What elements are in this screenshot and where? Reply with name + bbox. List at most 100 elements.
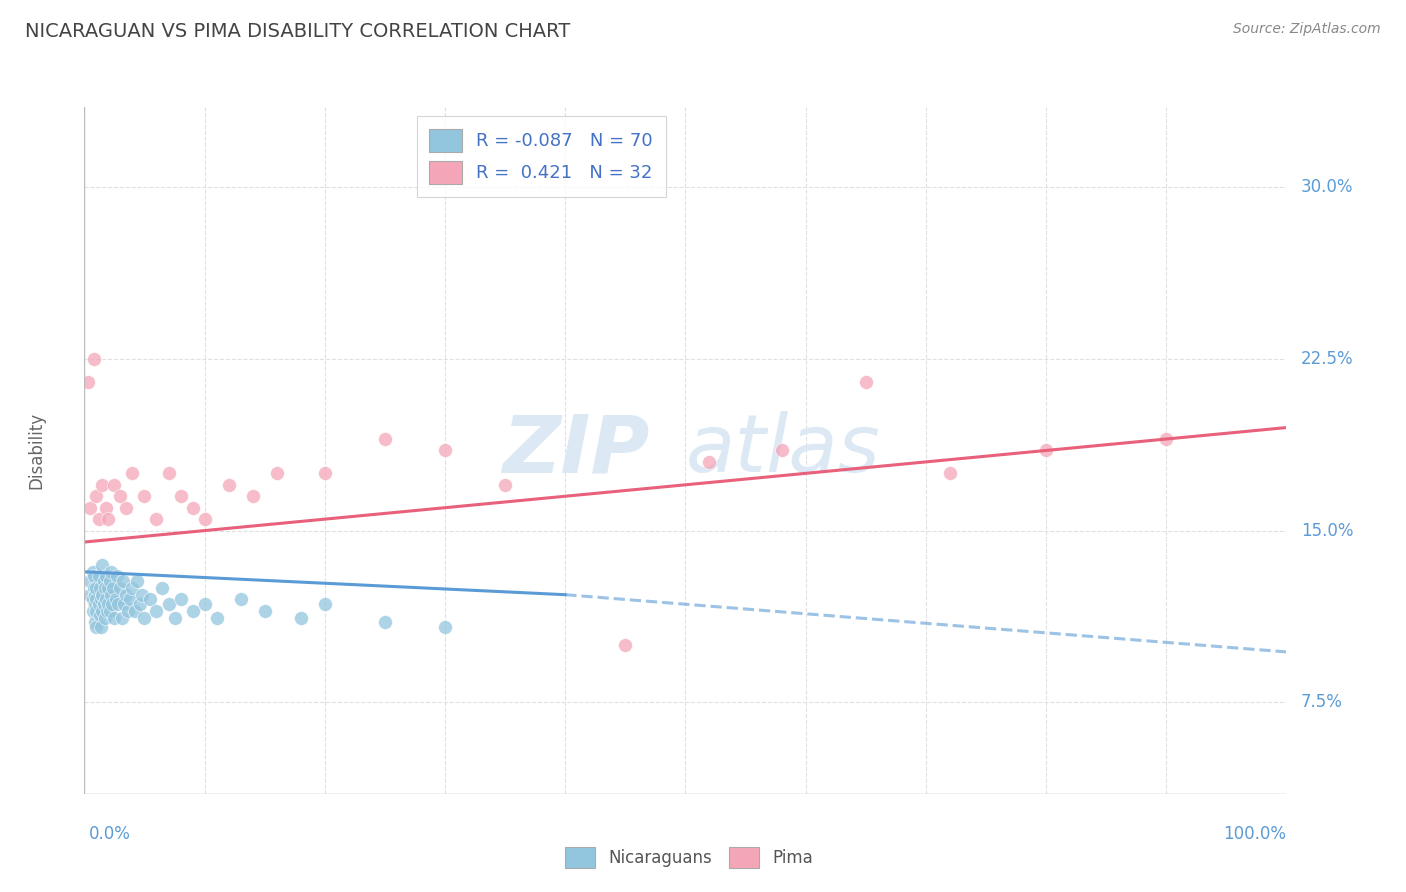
Point xyxy=(94,581,117,595)
Point xyxy=(770,443,793,458)
Point xyxy=(181,500,204,515)
Point xyxy=(97,512,120,526)
Point xyxy=(494,478,516,492)
Point xyxy=(242,489,264,503)
Point xyxy=(939,467,962,481)
Point xyxy=(97,581,120,595)
Point xyxy=(84,588,107,602)
Point xyxy=(374,615,396,630)
Text: 22.5%: 22.5% xyxy=(1301,350,1354,368)
Point xyxy=(110,489,132,503)
Point xyxy=(314,467,336,481)
Point xyxy=(117,604,139,618)
Point xyxy=(101,597,124,611)
Point xyxy=(93,597,115,611)
Point xyxy=(83,581,105,595)
Point xyxy=(91,604,114,618)
Point xyxy=(91,478,114,492)
Point xyxy=(103,610,125,624)
Point xyxy=(229,592,252,607)
Point xyxy=(118,592,141,607)
Point xyxy=(93,574,115,588)
Point xyxy=(194,597,217,611)
Point xyxy=(434,620,457,634)
Point xyxy=(103,581,125,595)
Point xyxy=(84,597,107,611)
Point xyxy=(434,443,457,458)
Point xyxy=(96,604,118,618)
Legend: R = -0.087   N = 70, R =  0.421   N = 32: R = -0.087 N = 70, R = 0.421 N = 32 xyxy=(416,116,665,197)
Point xyxy=(86,604,108,618)
Point xyxy=(157,467,180,481)
Point xyxy=(98,574,121,588)
Point xyxy=(374,432,396,446)
Point xyxy=(205,610,228,624)
Point xyxy=(91,588,114,602)
Point xyxy=(100,565,122,579)
Point xyxy=(121,467,143,481)
Point xyxy=(314,597,336,611)
Text: Source: ZipAtlas.com: Source: ZipAtlas.com xyxy=(1233,22,1381,37)
Point xyxy=(253,604,276,618)
Legend: Nicaraguans, Pima: Nicaraguans, Pima xyxy=(558,840,820,875)
Point xyxy=(169,489,191,503)
Text: ZIP: ZIP xyxy=(502,411,650,490)
Point xyxy=(107,597,129,611)
Text: 100.0%: 100.0% xyxy=(1223,825,1286,843)
Point xyxy=(121,581,143,595)
Point xyxy=(111,574,134,588)
Point xyxy=(266,467,288,481)
Point xyxy=(79,588,101,602)
Point xyxy=(103,478,125,492)
Point xyxy=(145,512,167,526)
Point xyxy=(94,569,117,583)
Point xyxy=(128,597,150,611)
Point xyxy=(1035,443,1057,458)
Point xyxy=(152,581,174,595)
Point xyxy=(100,588,122,602)
Text: 30.0%: 30.0% xyxy=(1301,178,1354,196)
Point xyxy=(112,597,135,611)
Point xyxy=(86,489,108,503)
Point xyxy=(127,574,149,588)
Point xyxy=(79,574,101,588)
Point xyxy=(131,588,153,602)
Point xyxy=(82,565,104,579)
Text: 15.0%: 15.0% xyxy=(1301,522,1354,540)
Point xyxy=(110,581,132,595)
Point xyxy=(105,569,128,583)
Point xyxy=(86,620,108,634)
Point xyxy=(115,500,138,515)
Point xyxy=(134,489,156,503)
Point xyxy=(94,500,117,515)
Point xyxy=(86,592,108,607)
Point xyxy=(163,610,186,624)
Point xyxy=(84,615,107,630)
Point xyxy=(98,604,121,618)
Point xyxy=(157,597,180,611)
Point xyxy=(87,512,110,526)
Text: Disability: Disability xyxy=(27,412,45,489)
Point xyxy=(855,375,877,389)
Point xyxy=(94,610,117,624)
Point xyxy=(87,569,110,583)
Point xyxy=(89,581,111,595)
Point xyxy=(145,604,167,618)
Text: 0.0%: 0.0% xyxy=(89,825,131,843)
Point xyxy=(83,569,105,583)
Point xyxy=(86,581,108,595)
Point xyxy=(94,592,117,607)
Point xyxy=(104,592,127,607)
Point xyxy=(77,375,100,389)
Point xyxy=(111,610,134,624)
Point xyxy=(79,500,101,515)
Point xyxy=(699,455,721,469)
Point xyxy=(181,604,204,618)
Point xyxy=(124,604,146,618)
Point xyxy=(194,512,217,526)
Point xyxy=(134,610,156,624)
Point xyxy=(90,592,112,607)
Point xyxy=(91,558,114,572)
Point xyxy=(83,351,105,366)
Point xyxy=(1156,432,1178,446)
